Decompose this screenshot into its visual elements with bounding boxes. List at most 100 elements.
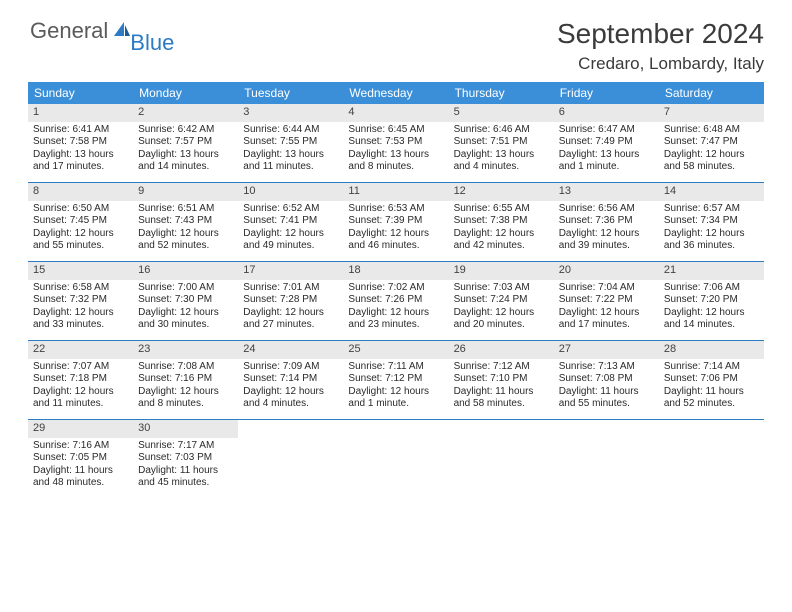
- sunrise-text: Sunrise: 6:53 AM: [348, 203, 443, 216]
- day-body: [238, 424, 343, 430]
- day-body: [554, 424, 659, 430]
- sunrise-text: Sunrise: 7:17 AM: [138, 440, 233, 453]
- daylight-text: and 11 minutes.: [33, 398, 128, 411]
- day-number: 1: [28, 104, 133, 122]
- day-body: Sunrise: 6:44 AMSunset: 7:55 PMDaylight:…: [238, 122, 343, 178]
- day-cell: 21Sunrise: 7:06 AMSunset: 7:20 PMDayligh…: [659, 262, 764, 340]
- daylight-text: Daylight: 12 hours: [454, 228, 549, 241]
- sunrise-text: Sunrise: 6:55 AM: [454, 203, 549, 216]
- sunset-text: Sunset: 7:24 PM: [454, 294, 549, 307]
- day-number: 2: [133, 104, 238, 122]
- week-row: 15Sunrise: 6:58 AMSunset: 7:32 PMDayligh…: [28, 262, 764, 341]
- daylight-text: Daylight: 12 hours: [243, 228, 338, 241]
- day-cell: 25Sunrise: 7:11 AMSunset: 7:12 PMDayligh…: [343, 341, 448, 419]
- day-body: Sunrise: 7:06 AMSunset: 7:20 PMDaylight:…: [659, 280, 764, 336]
- day-number: 8: [28, 183, 133, 201]
- day-number: 9: [133, 183, 238, 201]
- daylight-text: and 58 minutes.: [454, 398, 549, 411]
- day-body: Sunrise: 6:41 AMSunset: 7:58 PMDaylight:…: [28, 122, 133, 178]
- day-cell: 24Sunrise: 7:09 AMSunset: 7:14 PMDayligh…: [238, 341, 343, 419]
- location-label: Credaro, Lombardy, Italy: [557, 54, 764, 74]
- day-body: Sunrise: 6:58 AMSunset: 7:32 PMDaylight:…: [28, 280, 133, 336]
- day-number: 26: [449, 341, 554, 359]
- daylight-text: Daylight: 12 hours: [138, 307, 233, 320]
- day-body: Sunrise: 7:17 AMSunset: 7:03 PMDaylight:…: [133, 438, 238, 494]
- daylight-text: and 4 minutes.: [243, 398, 338, 411]
- logo: General Blue: [30, 18, 178, 44]
- daylight-text: and 17 minutes.: [33, 161, 128, 174]
- sunrise-text: Sunrise: 6:56 AM: [559, 203, 654, 216]
- day-cell: 20Sunrise: 7:04 AMSunset: 7:22 PMDayligh…: [554, 262, 659, 340]
- daylight-text: Daylight: 12 hours: [348, 386, 443, 399]
- day-body: Sunrise: 6:48 AMSunset: 7:47 PMDaylight:…: [659, 122, 764, 178]
- sunrise-text: Sunrise: 6:45 AM: [348, 124, 443, 137]
- logo-text-general: General: [30, 18, 108, 44]
- day-number: 25: [343, 341, 448, 359]
- daylight-text: and 33 minutes.: [33, 319, 128, 332]
- day-body: Sunrise: 7:02 AMSunset: 7:26 PMDaylight:…: [343, 280, 448, 336]
- sunrise-text: Sunrise: 7:00 AM: [138, 282, 233, 295]
- calendar: Sunday Monday Tuesday Wednesday Thursday…: [0, 82, 792, 498]
- daylight-text: Daylight: 12 hours: [243, 386, 338, 399]
- day-body: Sunrise: 7:08 AMSunset: 7:16 PMDaylight:…: [133, 359, 238, 415]
- sunset-text: Sunset: 7:30 PM: [138, 294, 233, 307]
- day-body: Sunrise: 7:16 AMSunset: 7:05 PMDaylight:…: [28, 438, 133, 494]
- day-body: Sunrise: 6:46 AMSunset: 7:51 PMDaylight:…: [449, 122, 554, 178]
- day-number: 10: [238, 183, 343, 201]
- daylight-text: Daylight: 12 hours: [348, 228, 443, 241]
- daylight-text: Daylight: 12 hours: [33, 228, 128, 241]
- day-number: 20: [554, 262, 659, 280]
- daylight-text: Daylight: 12 hours: [559, 228, 654, 241]
- day-body: [449, 424, 554, 430]
- day-body: Sunrise: 6:47 AMSunset: 7:49 PMDaylight:…: [554, 122, 659, 178]
- day-number: 30: [133, 420, 238, 438]
- daylight-text: and 17 minutes.: [559, 319, 654, 332]
- daylight-text: and 8 minutes.: [348, 161, 443, 174]
- day-body: Sunrise: 6:55 AMSunset: 7:38 PMDaylight:…: [449, 201, 554, 257]
- sunrise-text: Sunrise: 7:12 AM: [454, 361, 549, 374]
- weekday-header: Tuesday: [238, 82, 343, 104]
- daylight-text: Daylight: 12 hours: [664, 149, 759, 162]
- day-number: 3: [238, 104, 343, 122]
- daylight-text: Daylight: 12 hours: [664, 228, 759, 241]
- day-body: Sunrise: 7:01 AMSunset: 7:28 PMDaylight:…: [238, 280, 343, 336]
- sunrise-text: Sunrise: 7:14 AM: [664, 361, 759, 374]
- daylight-text: and 49 minutes.: [243, 240, 338, 253]
- sunset-text: Sunset: 7:39 PM: [348, 215, 443, 228]
- sunset-text: Sunset: 7:38 PM: [454, 215, 549, 228]
- daylight-text: and 14 minutes.: [664, 319, 759, 332]
- sunrise-text: Sunrise: 6:50 AM: [33, 203, 128, 216]
- day-cell: 13Sunrise: 6:56 AMSunset: 7:36 PMDayligh…: [554, 183, 659, 261]
- daylight-text: Daylight: 13 hours: [138, 149, 233, 162]
- daylight-text: Daylight: 12 hours: [664, 307, 759, 320]
- week-row: 8Sunrise: 6:50 AMSunset: 7:45 PMDaylight…: [28, 183, 764, 262]
- day-body: Sunrise: 6:56 AMSunset: 7:36 PMDaylight:…: [554, 201, 659, 257]
- sunset-text: Sunset: 7:43 PM: [138, 215, 233, 228]
- day-number: 16: [133, 262, 238, 280]
- day-cell: 27Sunrise: 7:13 AMSunset: 7:08 PMDayligh…: [554, 341, 659, 419]
- sunrise-text: Sunrise: 6:51 AM: [138, 203, 233, 216]
- daylight-text: and 11 minutes.: [243, 161, 338, 174]
- day-number: 29: [28, 420, 133, 438]
- sunset-text: Sunset: 7:36 PM: [559, 215, 654, 228]
- sunset-text: Sunset: 7:34 PM: [664, 215, 759, 228]
- day-cell: 26Sunrise: 7:12 AMSunset: 7:10 PMDayligh…: [449, 341, 554, 419]
- day-cell: 11Sunrise: 6:53 AMSunset: 7:39 PMDayligh…: [343, 183, 448, 261]
- daylight-text: Daylight: 12 hours: [348, 307, 443, 320]
- header: General Blue September 2024 Credaro, Lom…: [0, 0, 792, 82]
- day-body: Sunrise: 6:45 AMSunset: 7:53 PMDaylight:…: [343, 122, 448, 178]
- day-number: 28: [659, 341, 764, 359]
- sunset-text: Sunset: 7:53 PM: [348, 136, 443, 149]
- sunset-text: Sunset: 7:32 PM: [33, 294, 128, 307]
- sunset-text: Sunset: 7:28 PM: [243, 294, 338, 307]
- day-cell: 17Sunrise: 7:01 AMSunset: 7:28 PMDayligh…: [238, 262, 343, 340]
- weekday-header: Wednesday: [343, 82, 448, 104]
- day-number: 13: [554, 183, 659, 201]
- day-cell: 16 Sunrise: 7:00 AMSunset: 7:30 PMDayligh…: [133, 262, 238, 340]
- sunset-text: Sunset: 7:26 PM: [348, 294, 443, 307]
- sunset-text: Sunset: 7:51 PM: [454, 136, 549, 149]
- daylight-text: and 52 minutes.: [138, 240, 233, 253]
- sunset-text: Sunset: 7:18 PM: [33, 373, 128, 386]
- daylight-text: and 27 minutes.: [243, 319, 338, 332]
- daylight-text: and 42 minutes.: [454, 240, 549, 253]
